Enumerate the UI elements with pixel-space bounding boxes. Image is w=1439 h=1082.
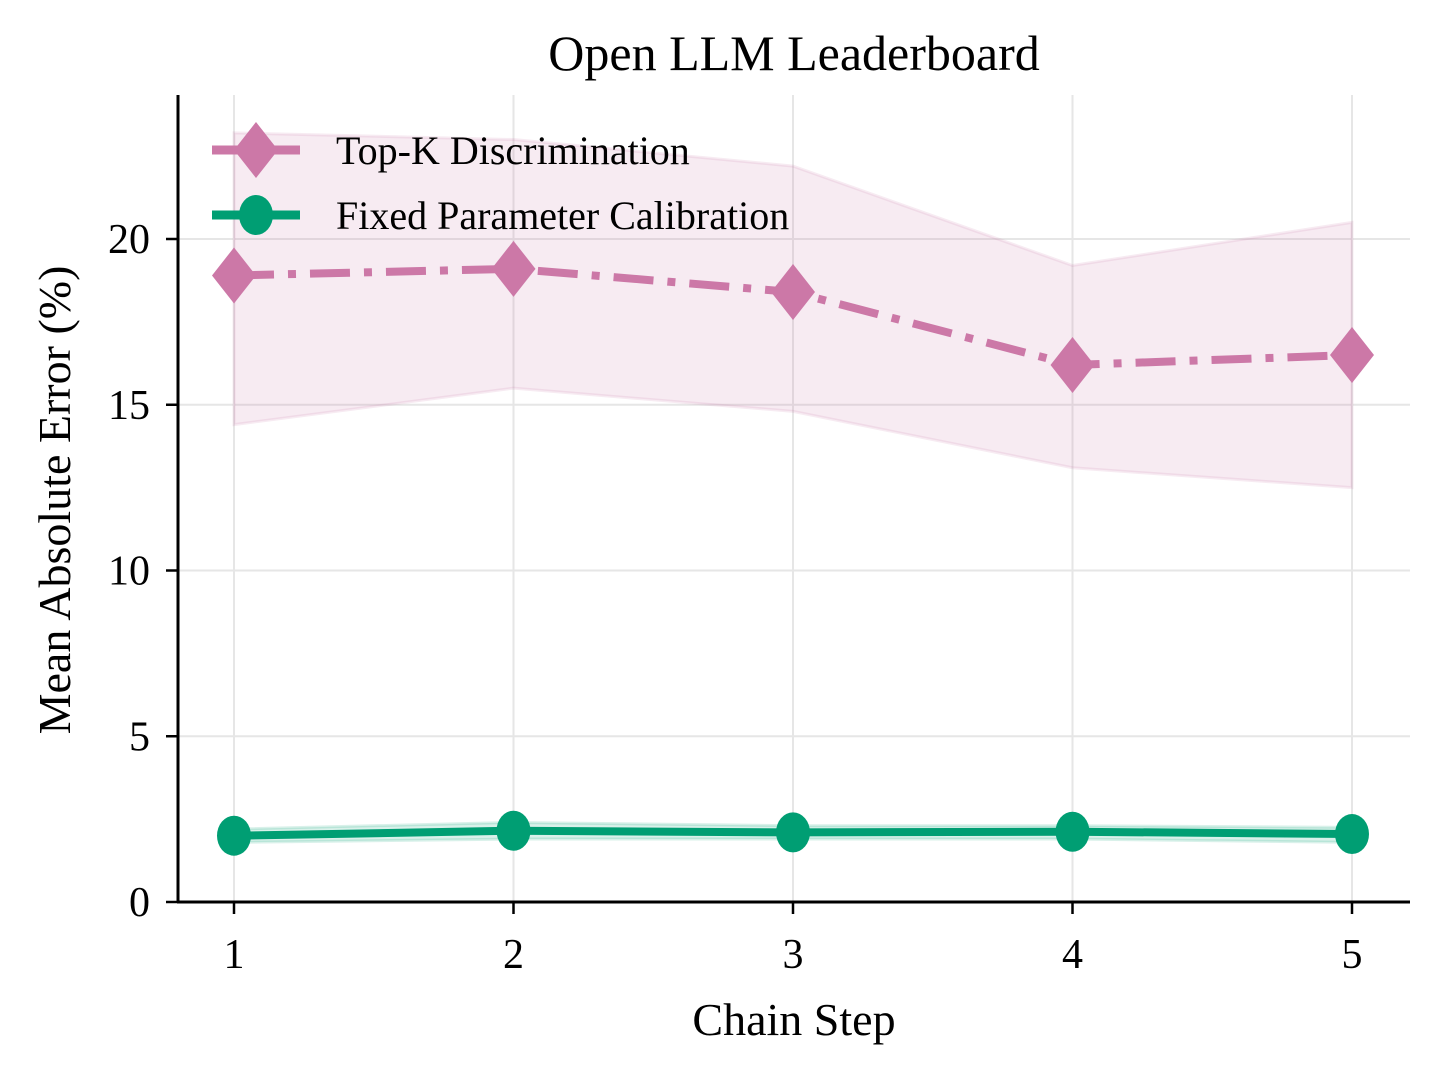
y-axis-label: Mean Absolute Error (%) [29, 266, 80, 735]
circle-marker [1335, 814, 1369, 855]
chart-title: Open LLM Leaderboard [548, 25, 1039, 81]
x-tick-label: 3 [783, 932, 804, 978]
diamond-marker [1050, 336, 1095, 393]
data-series [212, 240, 1374, 856]
grid-lines [178, 95, 1410, 902]
x-tick-label: 2 [503, 932, 524, 978]
legend-circle-icon [239, 195, 273, 235]
x-tick-label: 4 [1062, 932, 1083, 978]
y-tick-label: 20 [108, 217, 150, 263]
y-tick-label: 0 [129, 880, 150, 926]
y-tick-label: 5 [129, 714, 150, 760]
circle-marker [1055, 811, 1090, 852]
circle-marker [217, 815, 251, 856]
diamond-marker [491, 240, 536, 297]
diamond-marker [1330, 327, 1374, 384]
x-tick-label: 5 [1342, 932, 1363, 978]
diamond-marker [771, 264, 815, 321]
circle-marker [496, 810, 531, 851]
legend-label: Fixed Parameter Calibration [336, 193, 789, 238]
y-tick-label: 15 [108, 383, 150, 429]
x-axis-label: Chain Step [692, 994, 895, 1045]
tick-labels: 1 2 3 4 5 0 5 10 15 20 [108, 217, 1363, 978]
legend-label: Top-K Discrimination [336, 128, 690, 173]
legend: Top-K Discrimination Fixed Parameter Cali… [212, 122, 789, 238]
diamond-marker [212, 247, 256, 304]
legend-diamond-icon [234, 122, 278, 178]
circle-marker [776, 812, 810, 853]
x-tick-label: 1 [224, 932, 245, 978]
y-tick-label: 10 [108, 549, 150, 595]
